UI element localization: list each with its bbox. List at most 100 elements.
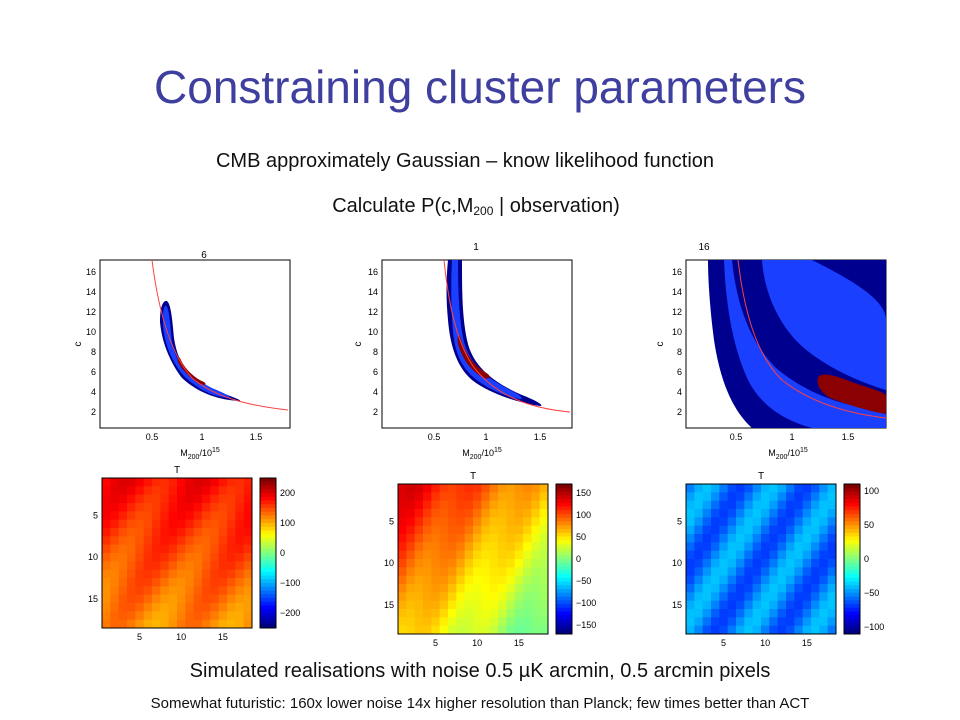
heatmap-cell xyxy=(761,525,770,535)
colorbar-segment xyxy=(844,619,860,624)
heatmap-cell xyxy=(110,528,120,537)
heatmap-cell xyxy=(531,617,541,627)
colorbar-segment xyxy=(556,592,572,597)
heatmap-cell xyxy=(498,575,507,585)
heatmap-cell xyxy=(210,536,220,546)
y-tick-label: 8 xyxy=(91,347,96,357)
heatmap-cell xyxy=(736,592,745,602)
heatmap-cell xyxy=(514,517,524,527)
heatmap-cell xyxy=(498,525,507,535)
colorbar-segment xyxy=(260,523,276,528)
heatmap-cell xyxy=(489,534,499,543)
heatmap-cell xyxy=(439,542,449,552)
heatmap-cell xyxy=(102,561,111,571)
y-tick-label: 2 xyxy=(677,407,682,417)
heatmap-cell xyxy=(769,484,779,493)
heatmap-cell xyxy=(481,617,491,627)
heatmap-cell xyxy=(711,559,720,568)
heatmap-cell xyxy=(235,494,245,504)
heatmap-cell xyxy=(152,511,161,521)
heatmap-cell xyxy=(218,561,228,571)
heatmap-cell xyxy=(802,492,812,502)
heatmap-cell xyxy=(218,528,228,537)
colorbar-segment xyxy=(844,559,860,564)
heatmap-cell xyxy=(786,534,795,543)
heatmap-cell xyxy=(439,567,449,577)
heatmap-cell xyxy=(711,492,720,502)
heatmap-cell xyxy=(118,503,128,512)
heatmap-cell xyxy=(531,559,541,568)
heatmap-cell xyxy=(439,550,449,560)
heatmap-cell xyxy=(177,569,186,579)
colorbar-segment xyxy=(260,601,276,606)
colorbar-segment xyxy=(556,581,572,586)
heatmap-cell xyxy=(193,619,203,629)
colorbar-segment xyxy=(260,624,276,629)
colorbar-segment xyxy=(260,553,276,558)
x-tick-label: 1.5 xyxy=(534,432,547,442)
heatmap-cell xyxy=(727,500,737,510)
heatmap-cell xyxy=(761,609,770,618)
heatmap-cell xyxy=(102,536,111,546)
heatmap-cell xyxy=(118,519,128,529)
heatmap-cell xyxy=(711,609,720,618)
colorbar-segment xyxy=(260,545,276,550)
heatmap-cell xyxy=(456,617,466,627)
heatmap-cell xyxy=(794,617,804,627)
heatmap-cell xyxy=(398,559,407,568)
heatmap-cell xyxy=(439,484,449,493)
heatmap-cell xyxy=(398,509,407,518)
heatmap-cell xyxy=(777,500,787,510)
heatmap-cell xyxy=(727,542,737,552)
heatmap-cell xyxy=(193,519,203,529)
heatmap-cell xyxy=(202,611,211,621)
heatmap-cell xyxy=(185,553,195,562)
colorbar-segment xyxy=(844,589,860,594)
heatmap-cell xyxy=(102,586,111,596)
heatmap-cell xyxy=(464,550,474,560)
heatmap-cell xyxy=(539,484,549,493)
heatmap-cell xyxy=(819,509,829,518)
colorbar-segment xyxy=(260,579,276,584)
heatmap-cell xyxy=(694,534,704,543)
colorbar-segment xyxy=(844,574,860,579)
heatmap-cell xyxy=(135,494,145,504)
heatmap-cell xyxy=(481,492,491,502)
heatmap-cell xyxy=(744,550,754,560)
colorbar-segment xyxy=(260,564,276,569)
y-tick-label: 4 xyxy=(677,387,682,397)
heatmap-cell xyxy=(802,484,812,493)
heatmap-cell xyxy=(235,486,245,496)
heatmap-cell xyxy=(769,584,779,593)
heatmap-x-tick-label: 15 xyxy=(802,638,812,648)
heatmap-cell xyxy=(819,550,829,560)
heatmap-cell xyxy=(686,492,695,502)
heatmap-cell xyxy=(243,511,253,521)
heatmap-cell xyxy=(143,503,153,512)
colorbar-tick-label: 100 xyxy=(280,518,295,528)
heatmap-cell xyxy=(498,617,507,627)
heatmap-cell xyxy=(694,517,704,527)
heatmap-cell xyxy=(406,492,416,502)
heatmap-cell xyxy=(406,550,416,560)
heatmap-cell xyxy=(489,617,499,627)
colorbar-segment xyxy=(556,574,572,579)
heatmap-cell xyxy=(523,625,532,635)
heatmap-cell xyxy=(406,584,416,593)
heatmap-y-tick-label: 15 xyxy=(88,594,98,604)
colorbar-tick-label: −100 xyxy=(576,598,596,608)
contour-panel-title: 16 xyxy=(698,242,710,253)
heatmap-cell xyxy=(185,586,195,596)
heatmap-cell xyxy=(168,511,178,521)
heatmap-cell xyxy=(514,584,524,593)
colorbar-segment xyxy=(844,484,860,489)
model-curve xyxy=(443,259,571,413)
heatmap-cell xyxy=(243,486,253,496)
colorbar-segment xyxy=(844,517,860,522)
heatmap-y-tick-label: 10 xyxy=(384,558,394,568)
heatmap-cell xyxy=(506,550,516,560)
heatmap-cell xyxy=(523,575,532,585)
heatmap-cell xyxy=(802,525,812,535)
heatmap-cell xyxy=(777,609,787,618)
heatmap-cell xyxy=(168,478,178,487)
